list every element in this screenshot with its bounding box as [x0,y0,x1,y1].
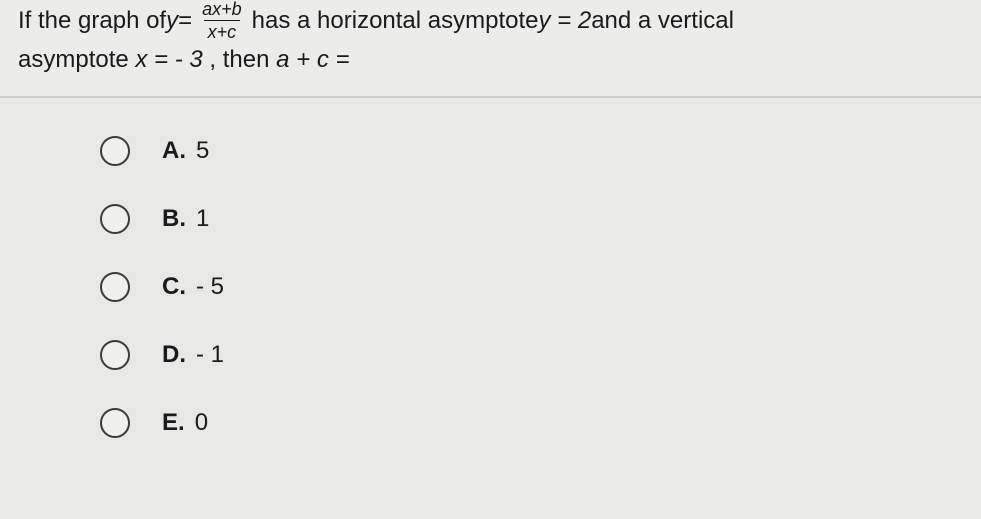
option-c[interactable]: C. - 5 [100,272,981,302]
stem-line2b: , then [209,46,276,73]
vertical-asymptote: x = - 3 [135,46,202,73]
radio-icon[interactable] [100,272,130,302]
option-text: 1 [196,205,209,233]
fraction-numerator: ax+b [198,0,246,20]
eq-lhs: y [166,2,178,39]
option-letter: C. [162,273,186,301]
stem-line2a: asymptote [18,46,135,73]
stem-mid: has a horizontal asymptote [252,2,539,39]
option-text: 0 [195,409,208,437]
option-text: 5 [196,137,209,165]
horizontal-asymptote: y = 2 [539,2,592,39]
eq-sign: = [178,2,192,39]
option-e[interactable]: E. 0 [100,408,981,438]
option-text: - 1 [196,341,224,369]
radio-icon[interactable] [100,340,130,370]
option-letter: A. [162,137,186,165]
radio-icon[interactable] [100,204,130,234]
target-expression: a + c = [276,46,349,73]
radio-icon[interactable] [100,408,130,438]
option-d[interactable]: D. - 1 [100,340,981,370]
stem-prefix: If the graph of [18,2,166,39]
stem-mid2: and a vertical [591,2,734,39]
question-stem: If the graph of y = ax+b x+c has a horiz… [0,0,981,96]
divider [0,96,981,98]
fraction-denominator: x+c [204,20,241,41]
answer-options: A. 5 B. 1 C. - 5 D. - 1 E. 0 [0,128,981,438]
option-letter: D. [162,341,186,369]
option-letter: B. [162,205,186,233]
radio-icon[interactable] [100,136,130,166]
option-letter: E. [162,409,185,437]
option-b[interactable]: B. 1 [100,204,981,234]
fraction: ax+b x+c [198,0,246,41]
option-a[interactable]: A. 5 [100,136,981,166]
option-text: - 5 [196,273,224,301]
